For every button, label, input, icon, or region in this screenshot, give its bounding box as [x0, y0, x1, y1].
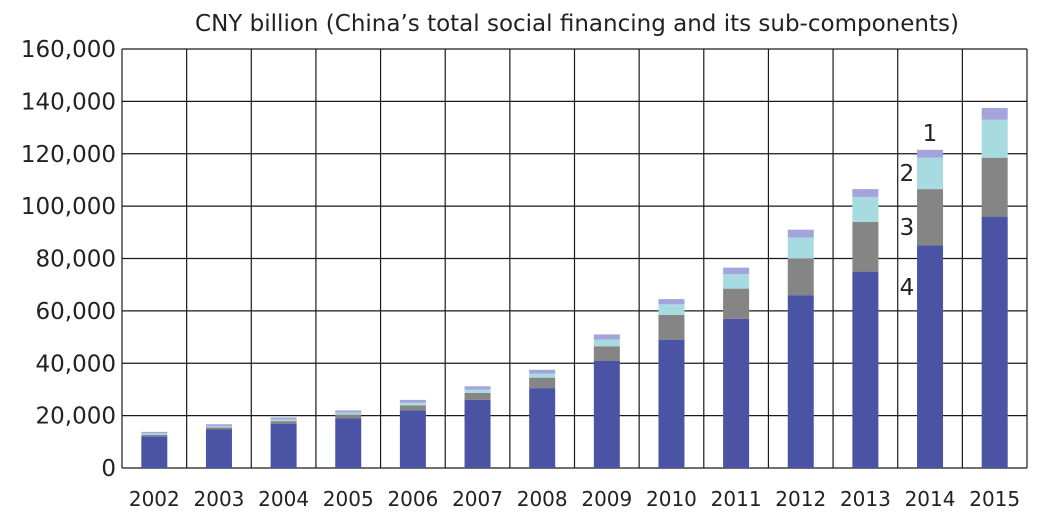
x-axis-tick-labels: 2002 2003 2004 2005 2006 2007 2008 2009 2010 2011… [129, 487, 1020, 511]
y-axis-tick-labels: 0 20,000 40,000 60,000 80,000 100,000 120,000 1… [21, 37, 116, 482]
bar-segment-1-2002 [141, 431, 168, 434]
bar-segment-4-2002 [141, 436, 168, 468]
y-tick-label: 80,000 [36, 247, 116, 273]
x-tick-label: 2004 [258, 487, 309, 511]
x-tick-label: 2013 [840, 487, 891, 511]
bar-segment-1-2012 [787, 229, 814, 238]
bar-segment-1-2008 [529, 369, 556, 374]
bar-segment-1-2014 [917, 149, 944, 158]
bar-segment-4-2010 [658, 339, 685, 468]
y-tick-label: 40,000 [36, 351, 116, 377]
x-tick-label: 2011 [711, 487, 762, 511]
bar-segment-1-2010 [658, 299, 685, 305]
bar-segment-4-2009 [593, 360, 620, 468]
bar-segment-1-2009 [593, 334, 620, 340]
x-tick-label: 2014 [905, 487, 956, 511]
bar-segment-3-2004 [270, 421, 297, 425]
bar-segment-3-2015 [981, 157, 1008, 217]
bar-segment-2-2012 [787, 237, 814, 259]
bar-segment-3-2012 [787, 258, 814, 296]
bar-segment-3-2014 [917, 189, 944, 246]
bar-segment-4-2012 [787, 295, 814, 468]
x-tick-label: 2015 [969, 487, 1020, 511]
bar-segment-3-2008 [529, 377, 556, 389]
bar-segment-4-2005 [335, 418, 362, 468]
bar-segment-2-2009 [593, 339, 620, 347]
bar-segment-4-2006 [399, 410, 426, 468]
bar-segment-4-2008 [529, 388, 556, 468]
bar-segment-1-2013 [852, 189, 879, 197]
bar-segment-4-2007 [464, 399, 491, 468]
bar-segment-2-2015 [981, 119, 1008, 158]
component-label-4: 4 [900, 275, 915, 301]
y-tick-label: 140,000 [21, 89, 116, 115]
x-tick-label: 2005 [323, 487, 374, 511]
y-tick-label: 0 [101, 456, 116, 482]
chart-title: CNY billion (China’s total social financ… [195, 11, 959, 37]
bar-segment-1-2007 [464, 386, 491, 390]
y-tick-label: 60,000 [36, 299, 116, 325]
bar-segment-2-2003 [205, 426, 232, 428]
bar-segment-2-2014 [917, 157, 944, 190]
bar-segment-4-2011 [723, 318, 750, 468]
bar-segment-1-2011 [723, 267, 750, 275]
bar-segment-2-2007 [464, 389, 491, 393]
bar-segment-2-2006 [399, 402, 426, 406]
bar-segment-3-2010 [658, 314, 685, 340]
component-labels: 12 3 4 [900, 121, 938, 301]
bar-segment-2-2004 [270, 419, 297, 422]
x-tick-label: 2008 [517, 487, 568, 511]
y-tick-label: 160,000 [21, 37, 116, 63]
x-tick-label: 2007 [452, 487, 503, 511]
bar-segment-4-2014 [917, 245, 944, 468]
component-label-3: 3 [900, 215, 915, 241]
y-tick-label: 20,000 [36, 404, 116, 430]
bar-segment-2-2013 [852, 196, 879, 222]
bar-segment-2-2008 [529, 373, 556, 378]
bar-segment-3-2013 [852, 221, 879, 272]
bar-segment-4-2013 [852, 271, 879, 468]
y-tick-label: 120,000 [21, 142, 116, 168]
bar-segment-4-2015 [981, 216, 1008, 468]
bar-segment-1-2015 [981, 107, 1008, 120]
bar-segment-3-2002 [141, 435, 168, 437]
component-label-2: 2 [900, 161, 915, 187]
x-tick-label: 2002 [129, 487, 180, 511]
bar-segment-1-2003 [205, 424, 232, 427]
x-tick-label: 2009 [581, 487, 632, 511]
bar-segment-1-2006 [399, 399, 426, 403]
bar-segment-4-2003 [205, 429, 232, 468]
x-tick-label: 2012 [775, 487, 826, 511]
bar-segment-3-2005 [335, 414, 362, 419]
bar-segment-1-2004 [270, 417, 297, 420]
bar-segment-3-2003 [205, 427, 232, 430]
bar-segment-2-2010 [658, 304, 685, 315]
bar-segment-4-2004 [270, 424, 297, 468]
bar-segment-2-2002 [141, 433, 168, 436]
y-tick-label: 100,000 [21, 194, 116, 220]
bars [141, 107, 1008, 468]
bar-segment-1-2005 [335, 410, 362, 413]
x-tick-label: 2003 [194, 487, 245, 511]
bar-segment-3-2006 [399, 405, 426, 411]
bar-segment-3-2007 [464, 392, 491, 400]
bar-segment-3-2009 [593, 346, 620, 361]
bar-segment-2-2005 [335, 412, 362, 415]
bar-segment-3-2011 [723, 288, 750, 319]
bar-segment-2-2011 [723, 274, 750, 289]
component-label-1: 1 [923, 121, 938, 147]
x-tick-label: 2010 [646, 487, 697, 511]
grid-lines [121, 48, 1028, 469]
x-tick-label: 2006 [387, 487, 438, 511]
